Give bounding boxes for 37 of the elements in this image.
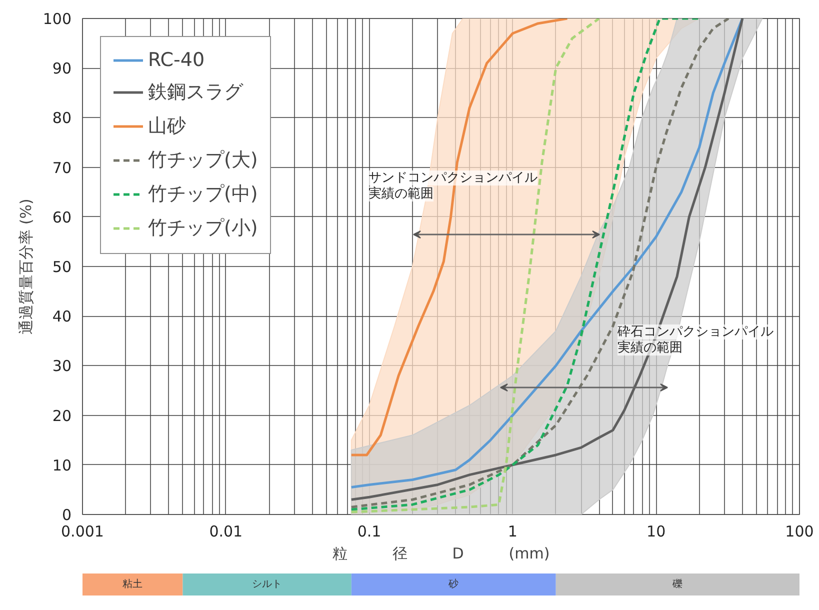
y-tick-label: 80 [52, 109, 72, 128]
legend-label: 山砂 [148, 114, 186, 139]
series-label: 砂 [448, 578, 459, 590]
x-tick-label: 0.1 [357, 522, 382, 540]
y-tick-label: 60 [52, 208, 72, 226]
x-tick-label: 0.001 [61, 522, 104, 540]
y-tick-label: 100 [42, 10, 72, 28]
x-tick-label: 0.01 [209, 522, 243, 540]
y-tick-label: 70 [52, 158, 72, 177]
legend-label: 竹チップ(大) [148, 148, 258, 173]
y-tick-label: 90 [52, 60, 72, 78]
y-tick-label: 30 [52, 357, 72, 376]
y-tick-label: 20 [52, 406, 72, 425]
x-tick-label: 100 [785, 522, 814, 540]
bar [182, 574, 352, 596]
annotation: 砕石コンパクションパイル [616, 324, 774, 340]
y-tick-label: 0 [62, 506, 72, 524]
annotation: 実績の範囲 [618, 340, 682, 356]
legend-label: RC-40 [148, 49, 205, 71]
y-tick-label: 10 [52, 456, 72, 474]
series-label: シルト [252, 579, 282, 590]
annotation: 実績の範囲 [368, 186, 434, 202]
bar [556, 574, 800, 596]
y-tick-label: 40 [52, 308, 72, 326]
series-label: 礫 [672, 578, 683, 590]
legend-label: 竹チップ(中) [148, 182, 258, 207]
y-tick-label: 50 [52, 258, 72, 276]
bar [351, 574, 556, 596]
y-axis-title: 通過質量百分率 (%) [16, 198, 35, 334]
legend-label: 竹チップ(小) [148, 216, 258, 241]
series-label: 粘土 [122, 578, 143, 590]
bar [82, 574, 183, 596]
x-tick-label: 1 [508, 522, 518, 540]
legend-label: 鉄鋼スラグ [148, 80, 243, 105]
x-tick-label: 10 [646, 522, 666, 540]
x-axis-title: 粒 径 D (mm) [332, 544, 550, 562]
annotation: サンドコンパクションパイル [368, 170, 538, 186]
